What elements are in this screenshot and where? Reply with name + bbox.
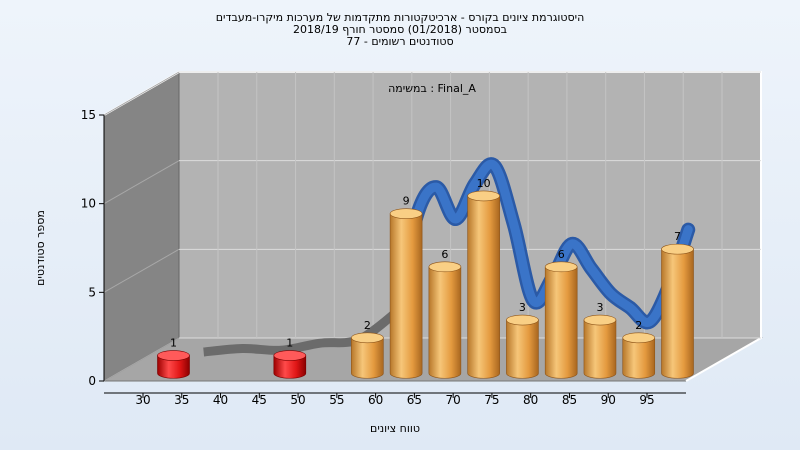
bar-value-label: 6 — [558, 248, 565, 261]
bar: 3 — [506, 301, 539, 379]
x-tick-label: 95 — [639, 393, 654, 407]
x-tick-label: 30 — [135, 393, 150, 407]
x-tick-label: 80 — [523, 393, 538, 407]
y-tick-label: 0 — [88, 374, 96, 388]
bar-value-label: 1 — [286, 337, 293, 350]
x-tick-label: 75 — [484, 393, 499, 407]
gridline-side — [103, 71, 180, 116]
bar: 2 — [351, 319, 384, 379]
title-line-1: היסטוגרמת ציונים בקורס - ארכיטקטורות מתק… — [216, 11, 585, 24]
x-axis-title: טווח ציונים — [370, 422, 420, 435]
bar-value-label: 1 — [170, 337, 177, 350]
bar: 10 — [467, 177, 500, 379]
bar-value-label: 2 — [635, 319, 642, 332]
trend-ribbon-line — [392, 159, 693, 327]
annotation-text: במשימה : Final_A — [388, 82, 476, 95]
axes: 0 5 10 15 30 35 40 45 50 55 60 65 70 75 80 85 90 95 — [81, 108, 686, 407]
x-tick-label: 50 — [290, 393, 305, 407]
title-line-3: סטודנטים רשומים - 77 — [346, 35, 453, 48]
gridline-side — [103, 248, 180, 293]
bar-value-label: 6 — [441, 248, 448, 261]
bar: 1 — [273, 337, 307, 379]
x-tick-label: 35 — [174, 393, 189, 407]
bar: 7 — [661, 230, 694, 379]
bar-value-label: 10 — [477, 177, 491, 190]
x-tick-label: 85 — [562, 393, 577, 407]
bar-value-label: 2 — [364, 319, 371, 332]
y-tick-label: 15 — [81, 108, 96, 122]
x-tick-label: 70 — [446, 393, 461, 407]
bar-value-label: 7 — [674, 230, 681, 243]
x-tick-label: 90 — [601, 393, 616, 407]
bar: 9 — [389, 195, 423, 379]
gridline-side — [103, 160, 180, 205]
bar: 6 — [544, 248, 578, 379]
bar-value-label: 9 — [403, 195, 410, 208]
bar: 6 — [428, 248, 462, 379]
x-tick-label: 45 — [252, 393, 267, 407]
bar-value-label: 3 — [596, 301, 603, 314]
x-tick-label: 60 — [368, 393, 383, 407]
y-tick-label: 10 — [81, 197, 96, 211]
y-axis-title: מספר סטודנטים — [34, 210, 47, 286]
chart-title: היסטוגרמת ציונים בקורס - ארכיטקטורות מתק… — [216, 11, 585, 48]
x-tick-label: 55 — [329, 393, 344, 407]
bar: 2 — [622, 319, 656, 379]
bar-value-label: 3 — [519, 301, 526, 314]
bar: 3 — [583, 301, 617, 379]
side-wall — [103, 71, 180, 382]
y-tick-label: 5 — [88, 285, 96, 299]
title-line-2: בסמסטר (01/2018) סמסטר חורף 2018/19 — [293, 23, 507, 36]
bar: 1 — [157, 337, 190, 379]
x-tick-label: 65 — [407, 393, 422, 407]
x-tick-label: 40 — [213, 393, 228, 407]
gridline-side — [103, 337, 180, 382]
